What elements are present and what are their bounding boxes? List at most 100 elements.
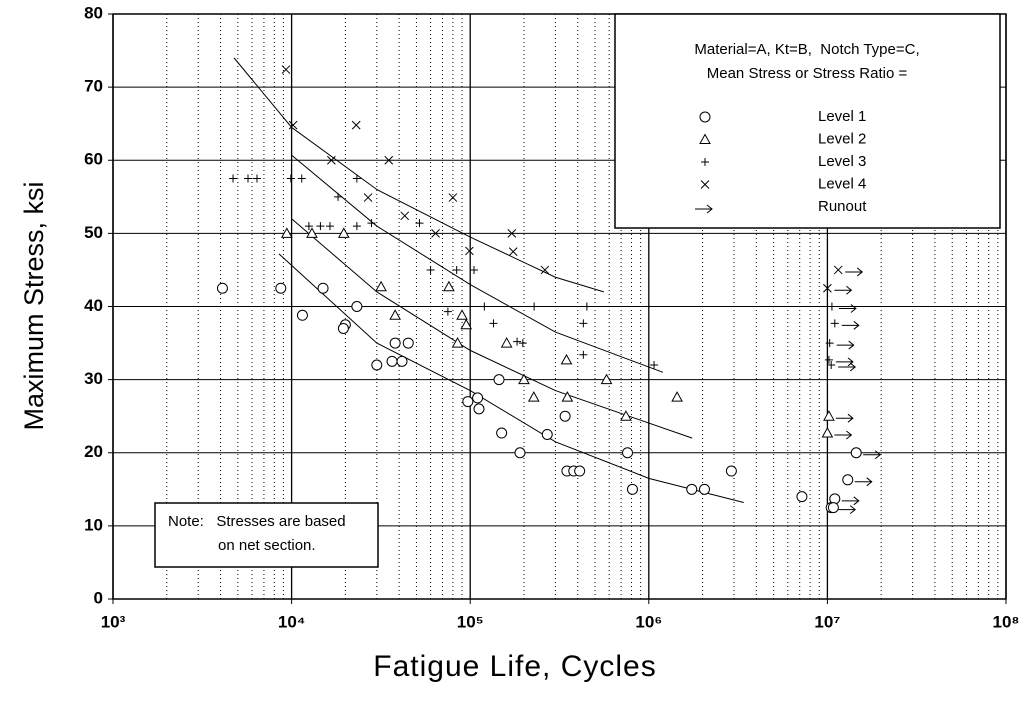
point — [229, 174, 238, 183]
point — [460, 318, 473, 330]
point — [472, 392, 484, 404]
legend-label: Level 1 — [818, 108, 866, 125]
point — [327, 155, 336, 165]
point — [835, 413, 854, 423]
point — [579, 319, 588, 328]
point — [351, 301, 363, 312]
point — [827, 361, 836, 369]
point — [838, 362, 856, 372]
point — [462, 396, 474, 408]
y-tick-label: 0 — [94, 588, 103, 607]
point — [216, 282, 228, 294]
point — [296, 309, 308, 321]
point — [513, 337, 522, 346]
point — [574, 465, 586, 477]
point — [288, 120, 298, 130]
fit-curve — [291, 154, 664, 373]
point — [500, 337, 513, 348]
point — [426, 265, 435, 274]
point — [252, 174, 261, 183]
point — [452, 265, 461, 274]
point — [443, 307, 452, 316]
point — [280, 227, 293, 238]
point — [402, 337, 414, 349]
x-tick-label: 10⁸ — [993, 612, 1020, 631]
point — [375, 280, 387, 292]
x-tick-label: 10³ — [101, 612, 126, 631]
point — [304, 222, 313, 231]
point — [686, 483, 698, 495]
point — [396, 355, 408, 367]
legend-label: Level 4 — [818, 175, 866, 192]
point — [275, 282, 287, 294]
point — [626, 483, 638, 495]
y-tick-label: 70 — [84, 77, 103, 96]
point — [384, 155, 394, 165]
plot-frame — [112, 13, 1007, 600]
legend-title: Material=A, Kt=B, Notch Type=C, — [694, 41, 919, 58]
x-tick-label: 10⁶ — [635, 612, 662, 631]
point — [367, 219, 376, 228]
note-box — [154, 502, 379, 568]
point — [316, 222, 325, 231]
point — [530, 302, 539, 311]
point — [836, 340, 855, 350]
point — [306, 227, 318, 238]
point — [317, 282, 329, 294]
fit-curve — [233, 57, 604, 293]
point — [579, 350, 588, 359]
point — [600, 373, 613, 385]
point — [286, 174, 295, 183]
point — [845, 267, 864, 277]
point — [443, 280, 455, 292]
point — [352, 222, 361, 231]
point — [415, 219, 424, 228]
point — [493, 374, 505, 386]
point — [841, 320, 860, 330]
point — [363, 193, 373, 202]
point — [823, 410, 835, 421]
y-tick-label: 80 — [84, 3, 103, 22]
x-tick-label: 10⁵ — [457, 612, 484, 631]
point — [671, 391, 683, 402]
y-tick-label: 30 — [84, 369, 103, 388]
point — [620, 410, 632, 421]
y-tick-label: 40 — [84, 296, 103, 315]
point — [833, 265, 843, 275]
y-axis-label: Maximum Stress, ksi — [19, 181, 49, 430]
point — [863, 450, 882, 460]
x-tick-label: 10⁴ — [278, 612, 305, 631]
point — [825, 339, 834, 348]
x-axis-label: Fatigue Life, Cycles — [373, 650, 656, 683]
point — [518, 339, 527, 348]
point — [352, 174, 361, 183]
point — [561, 391, 574, 402]
point — [834, 285, 853, 295]
point — [351, 120, 361, 130]
point — [508, 247, 518, 257]
point — [243, 174, 252, 183]
point — [456, 309, 468, 320]
y-tick-label: 20 — [84, 442, 103, 461]
point — [527, 391, 540, 402]
point — [838, 304, 857, 313]
point — [480, 302, 489, 311]
point — [827, 502, 839, 514]
point — [448, 193, 458, 202]
fit-curve — [278, 253, 744, 503]
y-tick-label: 50 — [84, 223, 103, 242]
y-tick-label: 10 — [84, 515, 103, 534]
point — [371, 359, 383, 371]
legend-box — [614, 13, 1001, 229]
point — [389, 337, 401, 349]
y-tick-label: 60 — [84, 150, 103, 169]
point — [821, 426, 834, 438]
point — [386, 355, 398, 367]
legend-label: Level 3 — [818, 153, 866, 170]
point — [541, 428, 553, 440]
point — [796, 491, 808, 503]
point — [337, 227, 350, 238]
point — [841, 496, 860, 506]
point — [325, 222, 334, 231]
x-tick-label: 10⁷ — [814, 612, 840, 631]
